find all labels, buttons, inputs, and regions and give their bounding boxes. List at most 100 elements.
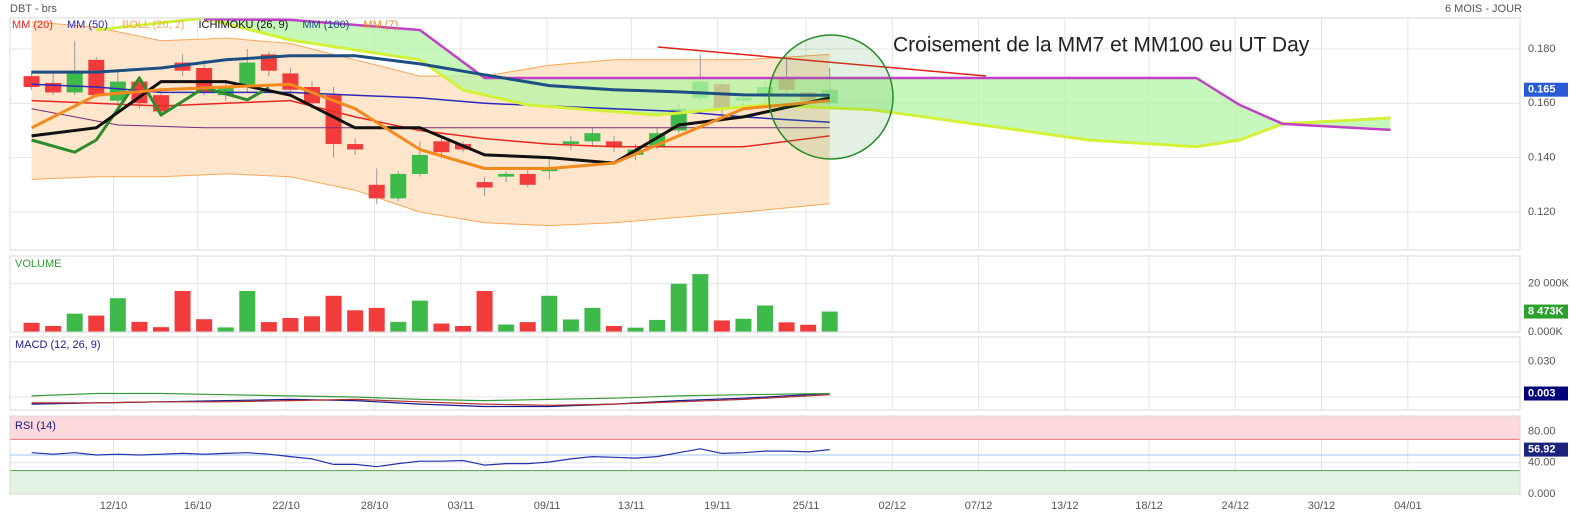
volume-bar <box>541 295 558 332</box>
volume-bar <box>282 318 299 332</box>
volume-bar <box>584 307 601 332</box>
panel <box>10 18 1520 250</box>
volume-bar <box>260 322 277 332</box>
candle-body <box>368 184 385 199</box>
y-tick-label: 20 000K <box>1528 278 1570 290</box>
candle-body <box>347 144 364 150</box>
band-fill <box>31 21 830 226</box>
chart-subtitle: 6 MOIS - JOUR <box>1445 3 1522 15</box>
volume-bar <box>23 322 40 332</box>
x-tick-label: 04/01 <box>1394 500 1422 512</box>
indicator-line <box>31 394 830 406</box>
x-tick-label: 19/11 <box>704 500 731 512</box>
band-line <box>31 21 830 77</box>
volume-bar <box>692 274 709 332</box>
value-badge-label: 0.165 <box>1528 84 1556 96</box>
candle-body <box>390 173 407 199</box>
value-badge-label: 8 473K <box>1528 305 1564 317</box>
zone <box>10 416 1520 440</box>
ichimoku-chikou <box>31 76 270 154</box>
volume-bar <box>153 327 169 332</box>
x-tick-label: 16/10 <box>184 500 212 512</box>
candle-body <box>606 141 622 147</box>
y-tick-label: 40.00 <box>1528 457 1556 469</box>
value-badge <box>1524 82 1568 97</box>
volume-bar <box>627 327 644 332</box>
highlight-circle <box>768 34 894 160</box>
volume-bar <box>239 290 256 332</box>
moving-average <box>31 99 830 148</box>
volume-bar <box>66 313 83 332</box>
volume-bar <box>821 311 838 332</box>
ichimoku-span_b <box>204 18 1391 132</box>
volume-bar <box>433 323 450 332</box>
candle-body <box>627 149 644 155</box>
volume-bar <box>411 300 428 332</box>
indicator-line <box>31 448 830 468</box>
axes: 12/10 16/10 22/10 28/10 03/11 09/11 13/11 19/11… <box>12 19 1570 512</box>
candle-body <box>239 62 256 88</box>
candle-body <box>88 59 105 96</box>
volume-bar <box>174 290 191 332</box>
chart-title: DBT - brs <box>10 3 57 15</box>
y-tick-label: 0.000 <box>1528 488 1556 500</box>
candle-body <box>45 82 62 93</box>
candle-body <box>498 173 515 177</box>
x-tick-label: 09/11 <box>534 500 561 512</box>
panel-frame <box>9 415 1521 495</box>
ichimoku-span_a <box>96 18 1391 149</box>
x-tick-label: 13/11 <box>618 500 645 512</box>
x-tick-label: 07/12 <box>965 500 993 512</box>
volume-bar <box>606 325 622 332</box>
annotation: Croisement de la MM7 et MM100 eu UT Day <box>893 34 1310 57</box>
x-tick-label: 30/12 <box>1308 500 1336 512</box>
x-tick-label: 25/11 <box>793 500 820 512</box>
panel <box>10 416 1520 494</box>
volume-bar <box>88 315 105 332</box>
x-tick-label: 24/12 <box>1221 500 1249 512</box>
x-tick-label: 28/10 <box>361 500 389 512</box>
x-tick-label: 18/12 <box>1135 500 1163 512</box>
volume-bar <box>347 310 364 332</box>
candle-body <box>217 87 234 96</box>
legend-label: MM (20) <box>12 19 53 31</box>
y-tick-label: 0.140 <box>1528 152 1556 164</box>
value-badge-label: 0.003 <box>1528 387 1556 399</box>
x-tick-label: 12/10 <box>100 500 128 512</box>
legend-label: ICHIMOKU (26, 9) <box>198 19 288 31</box>
volume-bar <box>368 307 385 332</box>
trend-line <box>657 46 987 77</box>
y-tick-label: 0.160 <box>1528 97 1556 109</box>
candle-body <box>411 154 428 174</box>
indicator-line <box>31 392 830 402</box>
moving-average <box>30 82 830 170</box>
moving-average <box>31 54 830 97</box>
volume-bar <box>735 318 752 332</box>
ichimoku-tenkan <box>31 80 831 165</box>
y-tick-label: 0.000K <box>1528 326 1564 338</box>
cloud <box>96 18 1391 147</box>
volume-bar <box>519 322 536 332</box>
value-badge <box>1524 304 1568 319</box>
panel-frame <box>9 17 1521 251</box>
volume-bar <box>45 325 62 332</box>
candle-body <box>476 182 493 188</box>
panel <box>10 337 1520 410</box>
volume-bar <box>390 321 407 332</box>
panel-title: RSI (14) <box>15 420 56 432</box>
volume-bar <box>196 319 213 332</box>
candle-body <box>23 76 40 88</box>
candle-body <box>66 70 83 93</box>
ichimoku-kijun <box>31 108 830 129</box>
candle-body <box>433 141 450 153</box>
y-tick-label: 80.00 <box>1528 426 1556 438</box>
y-tick-label: 0.120 <box>1528 206 1556 218</box>
volume-bar <box>498 324 515 332</box>
volume-bar <box>670 283 687 332</box>
candle-body <box>584 133 601 142</box>
x-tick-label: 02/12 <box>879 500 907 512</box>
volume-bar <box>800 324 817 332</box>
panel-frame <box>9 336 1521 411</box>
volume-bar <box>778 322 795 332</box>
volume-bar <box>649 319 666 332</box>
